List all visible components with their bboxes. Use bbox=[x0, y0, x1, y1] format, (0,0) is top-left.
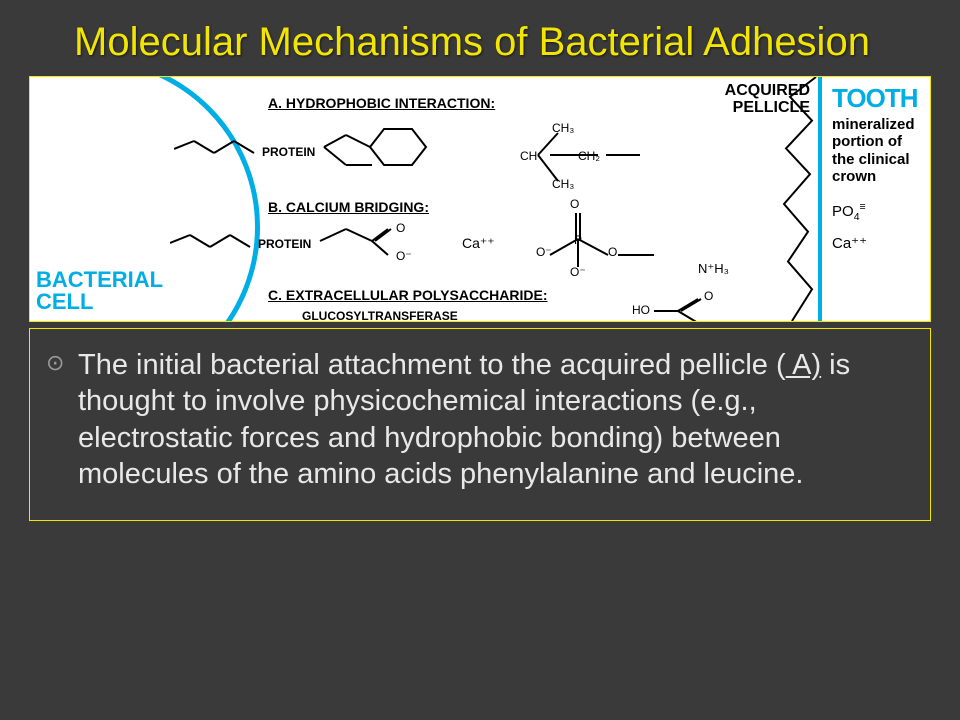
c-o1: O bbox=[704, 289, 713, 303]
diagram-container: BACTERIAL CELL ACQUIRED PELLICLE A. HYDR… bbox=[29, 76, 931, 322]
carboxyl-o1: O bbox=[396, 221, 405, 235]
phos-o-right: O bbox=[608, 245, 617, 259]
ho-label: HO bbox=[632, 303, 650, 317]
diagram: BACTERIAL CELL ACQUIRED PELLICLE A. HYDR… bbox=[30, 77, 930, 321]
slide-title: Molecular Mechanisms of Bacterial Adhesi… bbox=[74, 18, 932, 66]
section-c-label: C. EXTRACELLULAR POLYSACCHARIDE: bbox=[268, 287, 548, 303]
protein-label-b: PROTEIN bbox=[258, 237, 311, 251]
bullet-box: The initial bacterial attachment to the … bbox=[29, 328, 931, 521]
phos-o-left: O⁻ bbox=[536, 245, 552, 259]
tooth-ion-ca: Ca⁺⁺ bbox=[832, 234, 924, 252]
acquired-pellicle-label: ACQUIRED PELLICLE bbox=[725, 83, 810, 117]
glucosyl-label: GLUCOSYLTRANSFERASE bbox=[302, 309, 458, 322]
slide: Molecular Mechanisms of Bacterial Adhesi… bbox=[0, 0, 960, 720]
nh3-label: N⁺H₃ bbox=[698, 261, 729, 277]
bullet-text-pre: The initial bacterial attachment to the … bbox=[78, 349, 786, 381]
bullet-item: The initial bacterial attachment to the … bbox=[78, 347, 912, 492]
leucine-bonds bbox=[510, 117, 650, 197]
bullet-text-link: A) bbox=[786, 349, 821, 381]
tooth-subtitle: mineralized portion of the clinical crow… bbox=[832, 116, 924, 185]
phosphate-structure bbox=[530, 195, 700, 285]
ca-ion: Ca⁺⁺ bbox=[462, 235, 495, 252]
tooth-ion-po4: PO4≡ bbox=[832, 203, 924, 220]
protein-label-a: PROTEIN bbox=[262, 145, 315, 159]
tooth-ions: PO4≡ Ca⁺⁺ bbox=[832, 203, 924, 252]
section-a-label: A. HYDROPHOBIC INTERACTION: bbox=[268, 95, 495, 111]
phos-o-top: O bbox=[570, 197, 579, 211]
tooth-panel: TOOTH mineralized portion of the clinica… bbox=[818, 77, 930, 321]
section-b-label: B. CALCIUM BRIDGING: bbox=[268, 199, 429, 215]
tooth-title: TOOTH bbox=[832, 83, 924, 114]
bacterial-cell-label: BACTERIAL CELL bbox=[36, 269, 163, 313]
phos-o-bot: O⁻ bbox=[570, 265, 586, 279]
carboxyl-o2: O⁻ bbox=[396, 249, 412, 263]
phos-p: P bbox=[574, 233, 582, 247]
